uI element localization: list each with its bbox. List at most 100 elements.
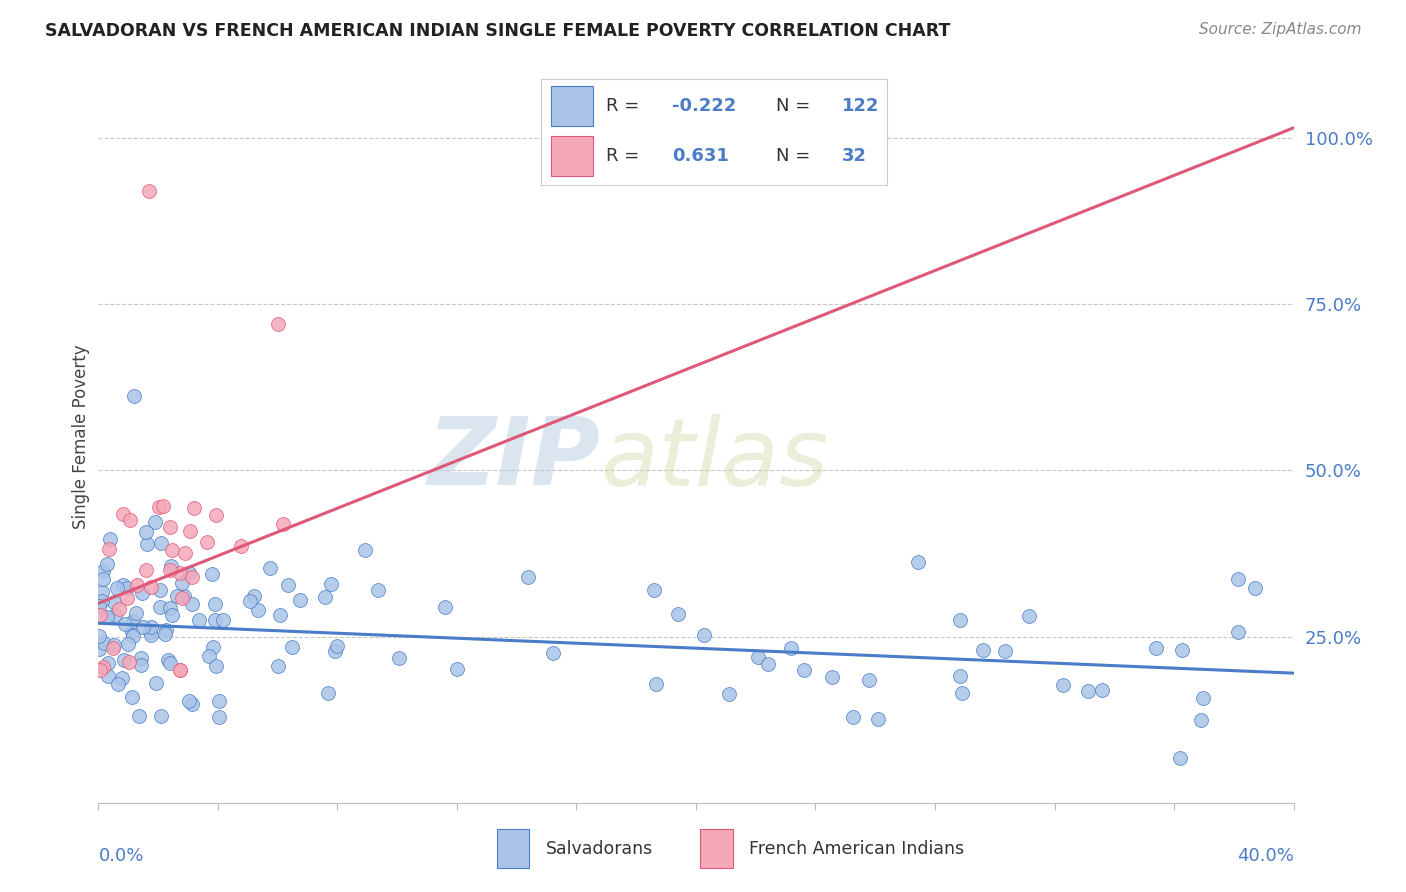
- Point: [644, 677, 666, 691]
- Point: [173, 589, 195, 603]
- Point: [858, 673, 880, 687]
- Point: [204, 508, 226, 523]
- Point: [93, 660, 115, 674]
- Point: [1227, 624, 1250, 639]
- Point: [243, 589, 266, 603]
- Point: [666, 607, 689, 621]
- Point: [325, 639, 347, 653]
- Point: [183, 501, 205, 516]
- Point: [111, 507, 134, 521]
- Point: [135, 563, 157, 577]
- Point: [1226, 572, 1249, 586]
- Point: [91, 584, 114, 599]
- Y-axis label: Single Female Poverty: Single Female Poverty: [72, 345, 90, 529]
- Point: [747, 649, 769, 664]
- Point: [259, 560, 281, 574]
- Point: [204, 659, 226, 673]
- Point: [117, 637, 139, 651]
- Point: [756, 657, 779, 671]
- Point: [103, 638, 125, 652]
- Point: [115, 591, 138, 606]
- Point: [433, 599, 456, 614]
- Point: [152, 499, 174, 513]
- Point: [543, 646, 565, 660]
- Point: [180, 597, 202, 611]
- Point: [87, 629, 110, 643]
- Point: [91, 573, 114, 587]
- Point: [87, 599, 110, 614]
- Point: [354, 543, 377, 558]
- Point: [271, 517, 294, 532]
- Point: [290, 593, 312, 607]
- Point: [96, 610, 118, 624]
- Point: [842, 709, 865, 723]
- Point: [136, 536, 159, 550]
- Point: [125, 606, 148, 620]
- Point: [149, 583, 172, 598]
- Point: [124, 389, 146, 403]
- Point: [128, 709, 150, 723]
- Point: [643, 583, 665, 598]
- Point: [157, 653, 180, 667]
- Point: [180, 698, 202, 712]
- Point: [1171, 643, 1194, 657]
- Point: [174, 546, 197, 560]
- Point: [139, 619, 162, 633]
- Point: [170, 591, 193, 606]
- Point: [692, 628, 714, 642]
- Point: [89, 607, 111, 622]
- Point: [90, 593, 112, 607]
- Point: [98, 542, 121, 557]
- Point: [103, 595, 125, 609]
- Point: [907, 555, 929, 569]
- Point: [129, 658, 152, 673]
- Point: [121, 629, 143, 643]
- Text: Source: ZipAtlas.com: Source: ZipAtlas.com: [1198, 22, 1361, 37]
- Point: [89, 641, 111, 656]
- Point: [131, 650, 153, 665]
- Point: [314, 591, 336, 605]
- Point: [93, 636, 115, 650]
- Point: [994, 644, 1017, 658]
- Point: [166, 589, 188, 603]
- Point: [139, 581, 162, 595]
- Point: [155, 623, 177, 637]
- Point: [125, 578, 148, 592]
- Point: [321, 577, 343, 591]
- Point: [159, 601, 181, 615]
- Point: [267, 659, 290, 673]
- Point: [517, 570, 540, 584]
- Point: [169, 663, 191, 677]
- Point: [316, 686, 339, 700]
- Point: [1189, 713, 1212, 727]
- Point: [112, 653, 135, 667]
- Point: [195, 535, 218, 549]
- Point: [150, 535, 173, 549]
- Point: [148, 500, 170, 514]
- Point: [277, 578, 299, 592]
- Point: [247, 603, 270, 617]
- Point: [96, 557, 118, 571]
- Point: [1052, 678, 1074, 692]
- Point: [121, 690, 143, 704]
- Point: [1243, 581, 1265, 595]
- Point: [160, 608, 183, 623]
- Point: [160, 559, 183, 574]
- Point: [204, 613, 226, 627]
- Point: [949, 669, 972, 683]
- Point: [387, 651, 409, 665]
- Point: [446, 662, 468, 676]
- Point: [1077, 683, 1099, 698]
- Point: [780, 641, 803, 656]
- Point: [239, 593, 262, 607]
- Point: [231, 539, 253, 553]
- Point: [200, 566, 222, 581]
- Point: [866, 712, 889, 726]
- Point: [208, 694, 231, 708]
- Point: [792, 664, 814, 678]
- Text: 40.0%: 40.0%: [1237, 847, 1294, 864]
- Point: [101, 641, 124, 656]
- Point: [717, 687, 740, 701]
- Point: [145, 675, 167, 690]
- Text: ZIP: ZIP: [427, 413, 600, 505]
